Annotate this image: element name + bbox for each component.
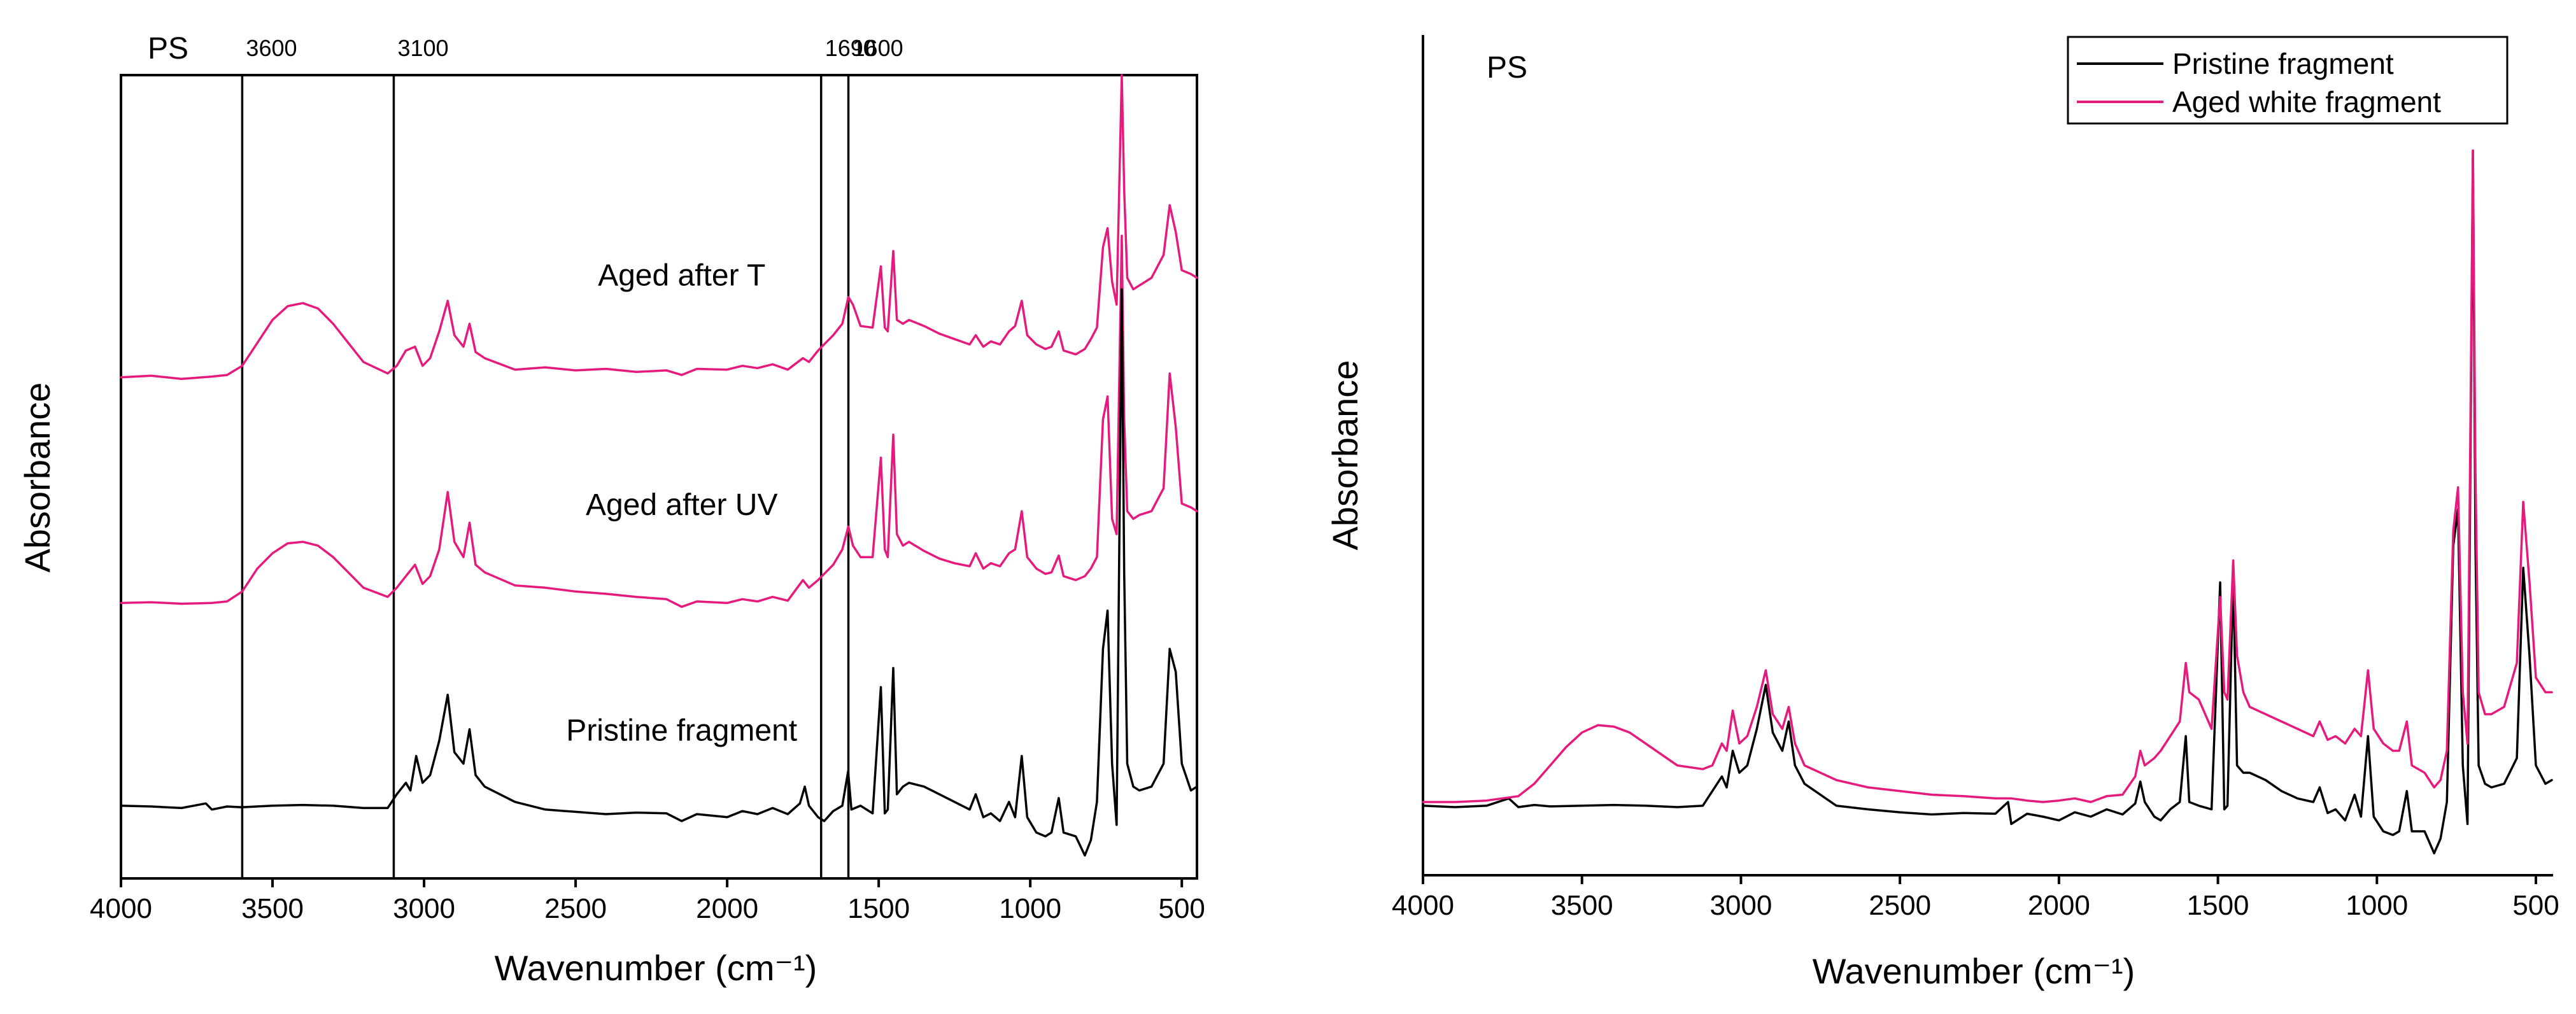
marker-label-1600: 1600 <box>853 35 903 61</box>
x-tick-label: 1500 <box>847 893 910 924</box>
x-tick-label: 2000 <box>696 893 758 924</box>
x-tick-label: 500 <box>2512 890 2559 921</box>
curve-label-pristine-fragment: Pristine fragment <box>566 714 797 748</box>
x-tick-label: 2500 <box>544 893 607 924</box>
x-tick-label: 1000 <box>999 893 1061 924</box>
marker-label-3600: 3600 <box>246 35 297 61</box>
left-panel-tag: PS <box>148 32 188 66</box>
left-series-group <box>120 74 1198 857</box>
left-series-aged-after-uv <box>120 234 1198 609</box>
right-legend: Pristine fragment Aged white fragment <box>2067 36 2509 125</box>
right-x-axis-title: Wavenumber (cm⁻¹) <box>1813 951 2135 991</box>
marker-label-3100: 3100 <box>397 35 448 61</box>
right-series-aged-white-fragment <box>1422 149 2553 803</box>
right-y-axis-title: Absorbance <box>1325 360 1365 551</box>
left-x-ticks: 4000 3500 3000 2500 2000 1500 1000 500 <box>90 878 1205 924</box>
legend-label-pristine: Pristine fragment <box>2172 47 2394 80</box>
right-x-ticks: 4000 3500 3000 2500 2000 1500 1000 500 <box>1392 875 2559 921</box>
left-x-axis-title: Wavenumber (cm⁻¹) <box>495 948 817 988</box>
x-tick-label: 3500 <box>1551 890 1613 921</box>
x-tick-label: 4000 <box>90 893 152 924</box>
panel-left-chart: PS Absorbance Wavenumber (cm⁻¹) 4000 3500… <box>17 32 1205 988</box>
legend-box <box>2067 36 2509 125</box>
x-tick-label: 1500 <box>2187 890 2249 921</box>
left-plot-frame <box>120 74 1198 880</box>
left-series-aged-after-t <box>120 74 1198 380</box>
curve-label-aged-after-uv: Aged after UV <box>586 488 778 522</box>
x-tick-label: 3500 <box>241 893 304 924</box>
x-tick-label: 3000 <box>1709 890 1772 921</box>
left-series-pristine-fragment <box>120 288 1198 857</box>
x-tick-label: 1000 <box>2346 890 2408 921</box>
left-curve-labels: Aged after T Aged after UV Pristine fragme… <box>566 259 797 748</box>
panel-right-chart: PS Absorbance Wavenumber (cm⁻¹) 4000 3500… <box>1325 35 2559 991</box>
x-tick-label: 3000 <box>393 893 455 924</box>
x-tick-label: 2000 <box>2028 890 2090 921</box>
right-series-group <box>1422 149 2553 855</box>
x-tick-label: 4000 <box>1392 890 1454 921</box>
x-tick-label: 500 <box>1158 893 1205 924</box>
left-y-axis-title: Absorbance <box>17 383 57 573</box>
legend-label-aged-white: Aged white fragment <box>2172 85 2441 118</box>
x-tick-label: 2500 <box>1869 890 1931 921</box>
right-series-pristine-fragment <box>1422 149 2553 855</box>
marker-label-1690: 1690 <box>825 35 876 61</box>
right-panel-tag: PS <box>1487 51 1527 85</box>
curve-label-aged-after-t: Aged after T <box>598 259 765 293</box>
